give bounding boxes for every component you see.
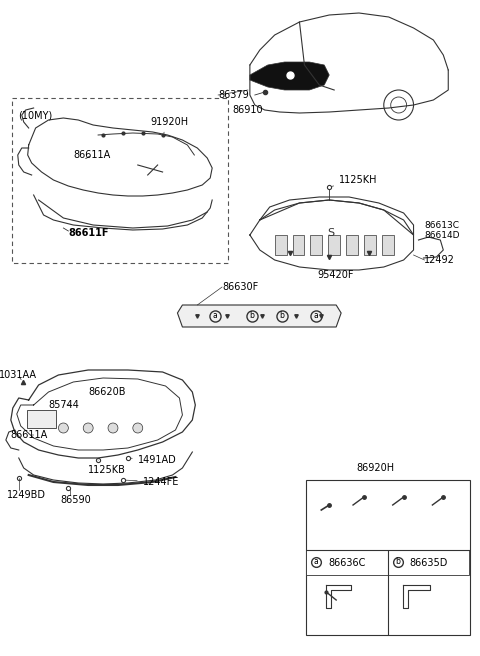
Text: 1125KH: 1125KH xyxy=(332,175,378,186)
Circle shape xyxy=(133,423,143,433)
Circle shape xyxy=(83,423,93,433)
Text: 1244FE: 1244FE xyxy=(126,477,179,487)
Text: K: K xyxy=(288,72,292,78)
Text: 86590: 86590 xyxy=(60,495,91,505)
Text: 86613C: 86613C xyxy=(424,220,459,230)
Text: 86630F: 86630F xyxy=(222,282,258,292)
Text: 1031AA: 1031AA xyxy=(0,370,37,380)
Bar xyxy=(311,235,322,255)
Text: 12492: 12492 xyxy=(424,255,456,265)
Circle shape xyxy=(391,97,407,113)
Text: 86379: 86379 xyxy=(218,90,249,100)
Polygon shape xyxy=(178,305,341,327)
Bar xyxy=(388,550,469,575)
Text: b: b xyxy=(250,312,254,321)
Text: 86620B: 86620B xyxy=(88,387,126,397)
Text: 86614D: 86614D xyxy=(424,230,460,239)
Bar xyxy=(346,235,358,255)
Text: a: a xyxy=(314,312,319,321)
Text: 86910: 86910 xyxy=(232,105,263,115)
Polygon shape xyxy=(250,62,329,90)
Text: 95420F: 95420F xyxy=(317,270,354,280)
Bar xyxy=(306,480,470,635)
Bar xyxy=(292,235,304,255)
Text: 86611F: 86611F xyxy=(68,228,109,238)
Text: S: S xyxy=(328,228,335,238)
Text: 86635D: 86635D xyxy=(409,558,448,568)
Bar xyxy=(27,410,57,428)
Text: b: b xyxy=(395,558,400,567)
Bar xyxy=(12,98,228,263)
Text: 1491AD: 1491AD xyxy=(131,455,177,465)
Text: 86611A: 86611A xyxy=(73,150,110,160)
Bar xyxy=(306,550,388,575)
Text: 86611A: 86611A xyxy=(11,430,48,440)
Circle shape xyxy=(108,423,118,433)
Bar xyxy=(364,235,376,255)
Bar xyxy=(382,235,394,255)
Circle shape xyxy=(59,423,68,433)
Text: 86920H: 86920H xyxy=(356,463,394,473)
Text: 1249BD: 1249BD xyxy=(7,490,46,500)
Text: a: a xyxy=(314,558,319,567)
Text: a: a xyxy=(213,312,217,321)
Bar xyxy=(275,235,287,255)
Text: b: b xyxy=(279,312,284,321)
Text: (10MY): (10MY) xyxy=(18,110,52,120)
Text: 91920H: 91920H xyxy=(151,117,189,133)
Circle shape xyxy=(384,90,414,120)
Text: 86636C: 86636C xyxy=(328,558,366,568)
Text: 1125KB: 1125KB xyxy=(88,460,126,475)
Bar xyxy=(328,235,340,255)
Text: 85744: 85744 xyxy=(48,400,79,410)
